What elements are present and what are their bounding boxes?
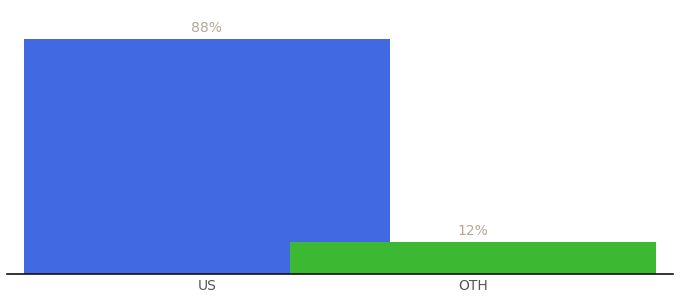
Text: 88%: 88% (191, 21, 222, 35)
Bar (24, 39, 390, 274)
Text: 12%: 12% (458, 224, 489, 238)
Bar (290, 242, 656, 274)
